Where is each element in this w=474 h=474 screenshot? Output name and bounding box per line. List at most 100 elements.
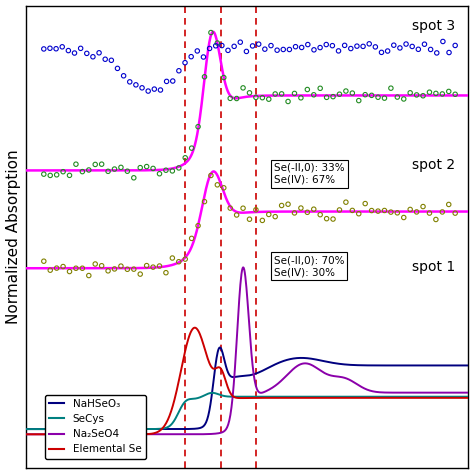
Point <box>237 38 244 46</box>
Point <box>272 213 279 220</box>
Point <box>46 45 54 52</box>
Point <box>396 44 404 52</box>
Point <box>323 93 330 101</box>
Point <box>255 40 263 48</box>
Point <box>278 90 285 98</box>
Point <box>243 48 250 55</box>
Point <box>365 40 373 47</box>
Point <box>342 87 350 95</box>
Point <box>66 172 73 179</box>
Point <box>249 42 256 50</box>
Point <box>114 64 121 72</box>
Point <box>201 198 208 205</box>
Point <box>188 145 195 152</box>
Point <box>89 53 97 61</box>
Point <box>387 208 395 216</box>
Point <box>64 47 72 55</box>
Point <box>227 95 234 102</box>
Point <box>265 210 273 218</box>
Point <box>284 201 292 208</box>
Point <box>361 91 369 99</box>
Point <box>374 93 382 101</box>
Point <box>381 207 388 214</box>
Point <box>111 165 118 173</box>
Point <box>322 41 330 48</box>
Point <box>406 89 414 97</box>
Point <box>297 204 305 212</box>
Point <box>384 47 392 55</box>
Point <box>169 254 176 262</box>
Point <box>220 74 228 82</box>
Point <box>246 215 253 223</box>
Point <box>40 170 47 178</box>
Point <box>252 93 260 101</box>
Point <box>193 47 201 55</box>
Text: spot 3: spot 3 <box>412 19 455 34</box>
Point <box>85 166 92 174</box>
Point <box>79 264 86 272</box>
Point <box>304 41 311 48</box>
Point <box>335 47 342 55</box>
Point <box>273 46 281 54</box>
Point <box>126 78 134 86</box>
Point <box>368 207 375 214</box>
Point <box>246 89 253 97</box>
Point <box>182 255 189 263</box>
Point <box>451 91 459 98</box>
Point <box>387 84 395 92</box>
Point <box>328 42 336 49</box>
Point <box>419 92 427 100</box>
Point <box>265 95 273 103</box>
Point <box>252 206 260 214</box>
Point <box>336 206 343 214</box>
Point <box>98 160 105 168</box>
Point <box>445 49 453 56</box>
Point <box>137 270 144 278</box>
Point <box>316 44 324 51</box>
Point <box>162 166 170 174</box>
Point <box>278 202 285 210</box>
Point <box>194 222 202 229</box>
Y-axis label: Normalized Absorption: Normalized Absorption <box>6 150 20 324</box>
Point <box>292 43 299 50</box>
Point <box>272 90 279 98</box>
Point <box>130 174 137 182</box>
Point <box>284 98 292 105</box>
Point <box>348 89 356 97</box>
Point <box>355 97 363 104</box>
Point <box>59 263 67 270</box>
Point <box>163 78 170 85</box>
Point <box>427 46 434 53</box>
Point <box>426 210 433 217</box>
Point <box>149 264 157 271</box>
Point <box>261 46 269 53</box>
Point <box>342 199 350 206</box>
Point <box>157 86 164 94</box>
Point <box>341 42 348 49</box>
Point <box>286 46 293 53</box>
Point <box>432 216 440 223</box>
Point <box>347 45 355 52</box>
Point <box>151 85 158 93</box>
Point <box>206 45 213 52</box>
Point <box>400 214 408 221</box>
Point <box>359 43 367 50</box>
Point <box>329 93 337 100</box>
Legend: NaHSeO₃, SeCys, Na₂SeO4, Elemental Se: NaHSeO₃, SeCys, Na₂SeO4, Elemental Se <box>45 395 146 459</box>
Point <box>218 42 226 49</box>
Point <box>445 88 453 95</box>
Point <box>104 167 112 175</box>
Point <box>317 211 324 219</box>
Point <box>52 45 60 53</box>
Point <box>130 265 137 273</box>
Point <box>85 272 92 279</box>
Point <box>79 168 86 175</box>
Point <box>214 181 221 189</box>
Point <box>406 206 414 213</box>
Point <box>46 266 54 274</box>
Point <box>421 40 428 48</box>
Point <box>451 210 459 217</box>
Point <box>124 167 131 175</box>
Point <box>58 43 66 51</box>
Point <box>212 42 219 50</box>
